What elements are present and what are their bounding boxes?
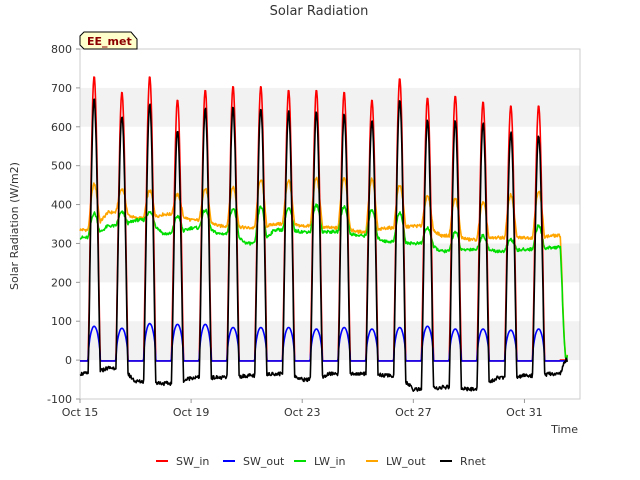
y-tick-label: -100 <box>47 393 72 406</box>
y-tick-label: 800 <box>51 43 72 56</box>
x-tick-label: Oct 23 <box>284 406 321 419</box>
y-tick-label: 700 <box>51 82 72 95</box>
y-tick-label: 500 <box>51 160 72 173</box>
series-line-sw-out <box>79 322 568 362</box>
legend-label-sw-in: SW_in <box>176 455 209 468</box>
legend-label-lw-out: LW_out <box>386 455 426 468</box>
chart-title: Solar Radiation <box>270 4 369 19</box>
y-axis: -100 0 100 200 300 400 500 600 700 800 <box>47 43 80 406</box>
legend: SW_in SW_out LW_in LW_out Rnet <box>156 455 486 468</box>
x-tick-label: Oct 15 <box>62 406 99 419</box>
x-axis: Oct 15 Oct 19 Oct 23 Oct 27 Oct 31 <box>62 399 543 419</box>
grid-band <box>80 87 580 127</box>
plot-area <box>79 48 581 400</box>
grid-band <box>80 321 580 361</box>
y-axis-title: Solar Radiation (W/m2) <box>8 162 21 290</box>
y-tick-label: 100 <box>51 315 72 328</box>
y-tick-label: 300 <box>51 237 72 250</box>
x-tick-label: Oct 27 <box>395 406 432 419</box>
legend-label-rnet: Rnet <box>460 455 486 468</box>
grid-band <box>80 165 580 205</box>
y-tick-label: 400 <box>51 199 72 212</box>
x-tick-label: Oct 19 <box>173 406 210 419</box>
series-layer <box>79 76 569 392</box>
x-tick-label: Oct 31 <box>506 406 543 419</box>
station-badge: EE_met <box>79 31 138 50</box>
legend-label-lw-in: LW_in <box>314 455 346 468</box>
legend-label-sw-out: SW_out <box>243 455 285 468</box>
badge-box <box>79 31 138 50</box>
badge-label: EE_met <box>87 35 132 48</box>
x-axis-title: Time <box>550 423 578 436</box>
y-tick-label: 200 <box>51 276 72 289</box>
series-line-rnet <box>79 98 569 392</box>
y-tick-label: 0 <box>65 354 72 367</box>
y-tick-label: 600 <box>51 121 72 134</box>
